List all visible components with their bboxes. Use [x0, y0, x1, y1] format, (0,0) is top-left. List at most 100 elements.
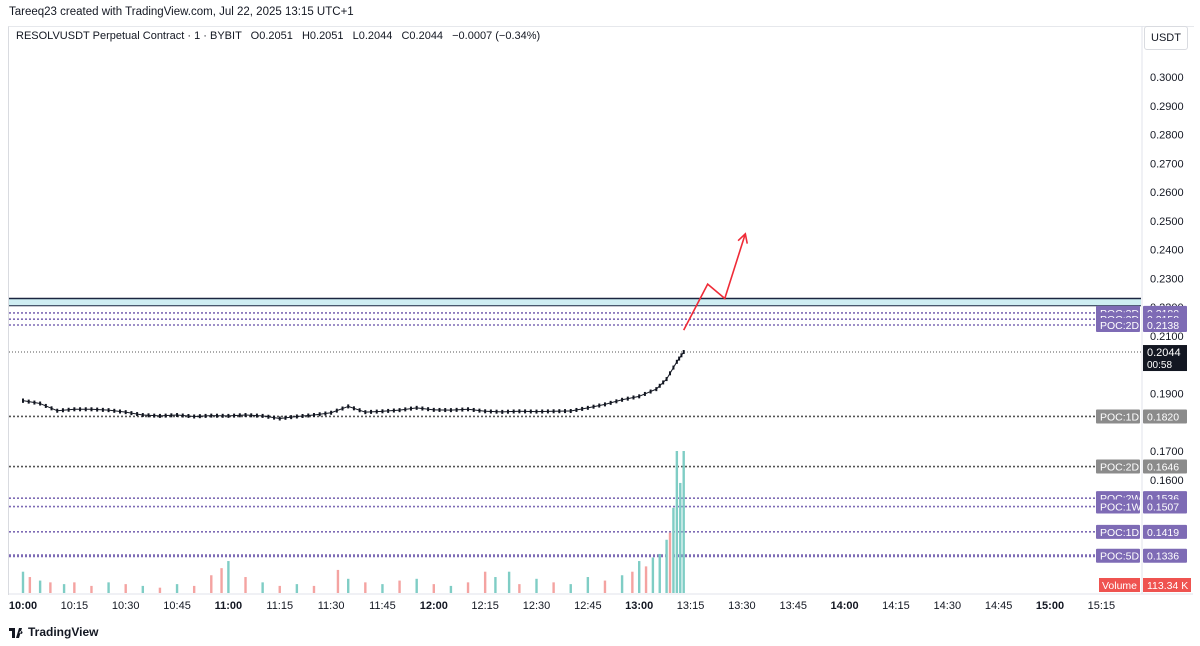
price-segment: [22, 400, 41, 405]
attribution-text: Tareeq23 created with TradingView.com, J…: [9, 6, 354, 18]
candle: [546, 409, 549, 414]
price-segment: [467, 408, 486, 412]
volume-bar: [158, 587, 162, 593]
poc-badge-label-bg: [1096, 548, 1140, 563]
y-tick-label: 0.2100: [1150, 331, 1184, 343]
candle: [307, 413, 310, 418]
y-tick-label: 0.2400: [1150, 245, 1184, 257]
x-tick-label: 11:30: [318, 600, 345, 612]
price-segment: [655, 378, 667, 390]
candle: [375, 409, 378, 414]
price-segment: [587, 403, 606, 409]
volume-bar: [398, 580, 401, 593]
volume-bar: [603, 580, 607, 593]
poc-badge-value-bg: [1143, 409, 1187, 424]
volume-bar: [483, 571, 487, 593]
candle: [581, 406, 584, 411]
close-value: 0.2044: [409, 30, 444, 42]
candle: [181, 413, 184, 418]
symbol-legend[interactable]: RESOLVUSDT Perpetual Contract · 1 · BYBI…: [16, 30, 540, 42]
price-segment: [485, 410, 503, 413]
chart-pane[interactable]: [8, 26, 1194, 595]
x-tick-label: 11:00: [215, 600, 243, 612]
candle: [96, 407, 99, 412]
volume-bar: [210, 575, 213, 593]
price-segment: [91, 408, 109, 411]
candle: [113, 408, 116, 413]
volume-bar: [552, 582, 555, 593]
candle: [649, 389, 652, 394]
price-segment: [450, 408, 469, 411]
symbol-title[interactable]: RESOLVUSDT Perpetual Contract · 1 · BYBI…: [16, 30, 242, 42]
volume-bar: [672, 507, 675, 593]
open-value: 0.2051: [259, 30, 293, 42]
candle: [50, 406, 53, 411]
high-label: H: [301, 30, 310, 42]
volume-value: 113.34 K: [1147, 580, 1188, 592]
volume-bar: [651, 557, 655, 593]
price-segment: [570, 407, 588, 412]
low-label: L: [352, 30, 359, 42]
y-tick-label: 0.1900: [1150, 388, 1184, 400]
price-segment: [39, 403, 58, 412]
volume-bar: [432, 584, 435, 593]
last-price-bg: [1143, 345, 1187, 372]
poc-badge-label-bg: [1096, 459, 1140, 474]
poc-badge-label: POC:2D: [1100, 320, 1140, 332]
x-tick-label: 12:00: [420, 600, 448, 612]
candle: [136, 412, 139, 417]
candle: [558, 409, 561, 414]
x-tick-label: 15:15: [1088, 600, 1116, 612]
currency-selector[interactable]: USDT: [1144, 26, 1188, 50]
price-segment: [159, 414, 178, 417]
y-tick-label: 0.2900: [1150, 101, 1184, 113]
price-segment: [194, 415, 212, 417]
price-segment: [142, 414, 160, 417]
volume-bar: [90, 585, 93, 593]
poc-badge-value: 0.1820: [1147, 411, 1179, 423]
volume-bar: [364, 582, 367, 593]
volume-bar: [261, 582, 264, 593]
candle: [598, 403, 601, 408]
poc-badge-label-bg: [1096, 409, 1140, 424]
candle: [233, 413, 236, 418]
poc-badge-value: 0.2138: [1147, 320, 1179, 332]
poc-badge: POC:1D 0.1820: [1096, 409, 1187, 424]
candle: [609, 400, 612, 405]
x-tick-label: 13:00: [625, 600, 653, 612]
candle: [187, 413, 190, 418]
candle: [79, 407, 82, 412]
candle: [118, 409, 121, 414]
poc-badge-value: 0.1646: [1147, 462, 1179, 474]
volume-bar: [107, 582, 110, 593]
candle: [198, 414, 201, 419]
volume-bar: [28, 577, 32, 593]
poc-badge-label-bg: [1096, 499, 1140, 514]
poc-badge-label: POC:1D: [1100, 527, 1140, 539]
candle: [541, 409, 544, 414]
candle: [284, 415, 287, 420]
poc-badge-value-bg: [1143, 459, 1187, 474]
candle: [524, 409, 527, 414]
volume-bar: [569, 584, 572, 593]
poc-badge: POC:5D 0.1336: [1096, 548, 1187, 563]
candle: [682, 350, 685, 355]
candle: [164, 413, 167, 418]
candle: [404, 407, 407, 412]
price-segment: [676, 351, 685, 363]
price-segment: [279, 415, 297, 419]
candle: [662, 380, 665, 385]
candle: [658, 383, 661, 388]
poc-badge: POC:2D 0.2138: [1096, 317, 1187, 332]
x-tick-label: 10:30: [112, 600, 140, 612]
price-segment: [262, 415, 280, 419]
candle: [626, 396, 629, 401]
candle: [324, 411, 327, 416]
x-tick-label: 13:45: [779, 600, 807, 612]
candle: [358, 408, 361, 413]
volume-bar: [507, 571, 511, 593]
poc-badge-label: POC:1W: [1100, 502, 1142, 514]
candle: [643, 391, 646, 396]
candle: [318, 412, 321, 417]
